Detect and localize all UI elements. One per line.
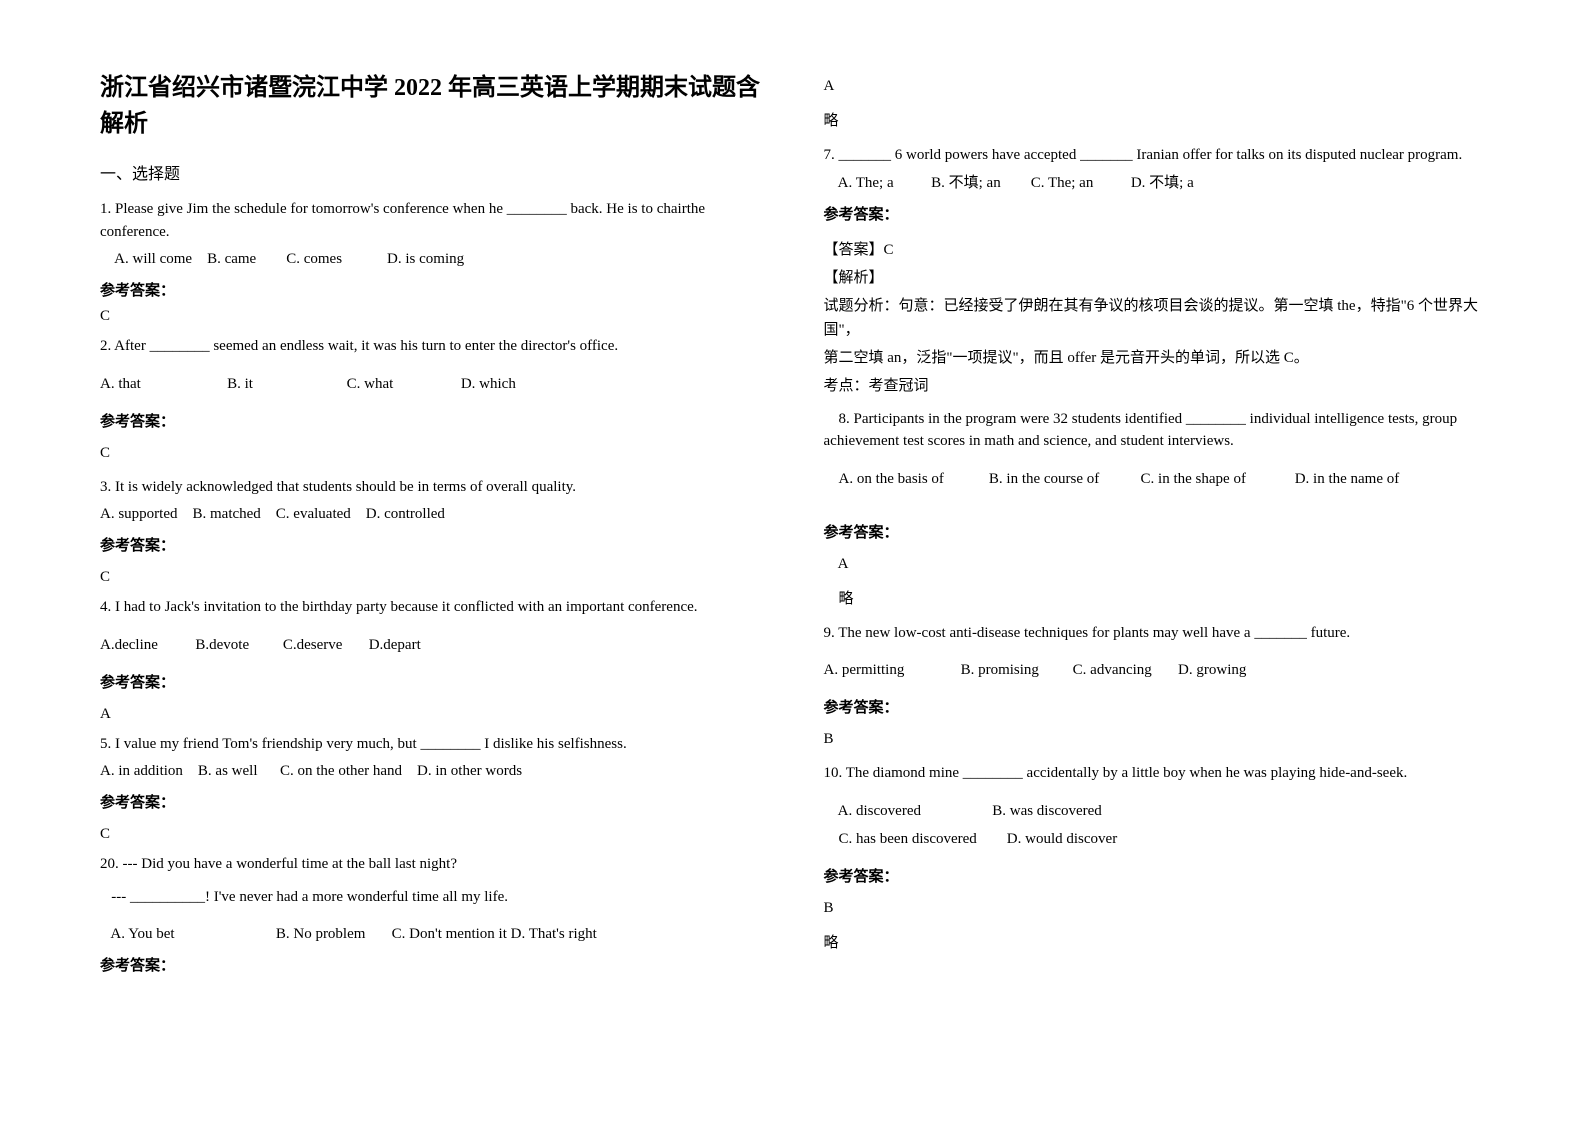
q3-options: A. supported B. matched C. evaluated D. …: [100, 502, 764, 526]
q6-options: A. You bet B. No problem C. Don't mentio…: [100, 922, 764, 946]
q9-answer-label: 参考答案：: [824, 696, 1488, 717]
q7-answer-label: 参考答案：: [824, 203, 1488, 224]
q2-options: A. that B. it C. what D. which: [100, 372, 764, 396]
q9-options: A. permitting B. promising C. advancing …: [824, 658, 1488, 682]
q9-text: 9. The new low-cost anti-disease techniq…: [824, 622, 1488, 645]
q5-options: A. in addition B. as well C. on the othe…: [100, 759, 764, 783]
q8-note: 略: [824, 587, 1488, 608]
q1-answer: C: [100, 308, 764, 325]
page-container: 浙江省绍兴市诸暨浣江中学 2022 年高三英语上学期期末试题含解析 一、选择题 …: [100, 70, 1487, 983]
q5-text: 5. I value my friend Tom's friendship ve…: [100, 733, 764, 756]
q8-text: 8. Participants in the program were 32 s…: [824, 408, 1488, 453]
document-title: 浙江省绍兴市诸暨浣江中学 2022 年高三英语上学期期末试题含解析: [100, 70, 764, 142]
q9-answer: B: [824, 731, 1488, 748]
q1-answer-label: 参考答案：: [100, 279, 764, 300]
q10-note: 略: [824, 931, 1488, 952]
q7-exp-tag: 【解析】: [824, 266, 1488, 290]
q2-answer-label: 参考答案：: [100, 410, 764, 431]
q7-text: 7. _______ 6 world powers have accepted …: [824, 144, 1488, 167]
right-column: A 略 7. _______ 6 world powers have accep…: [824, 70, 1488, 983]
q8-answer: A: [824, 556, 1488, 573]
q3-answer-label: 参考答案：: [100, 534, 764, 555]
q6-note: 略: [824, 109, 1488, 130]
q3-text: 3. It is widely acknowledged that studen…: [100, 476, 764, 499]
q7-exp1: 试题分析：句意：已经接受了伊朗在其有争议的核项目会谈的提议。第一空填 the，特…: [824, 294, 1488, 342]
q1-options: A. will come B. came C. comes D. is comi…: [100, 247, 764, 271]
q6-answer-label: 参考答案：: [100, 954, 764, 975]
q6-text2: --- __________! I've never had a more wo…: [100, 886, 764, 909]
q4-answer-label: 参考答案：: [100, 671, 764, 692]
left-column: 浙江省绍兴市诸暨浣江中学 2022 年高三英语上学期期末试题含解析 一、选择题 …: [100, 70, 764, 983]
q7-exp3: 考点：考查冠词: [824, 374, 1488, 398]
q10-text: 10. The diamond mine ________ accidental…: [824, 762, 1488, 785]
q5-answer-label: 参考答案：: [100, 791, 764, 812]
q10-answer: B: [824, 900, 1488, 917]
q8-options: A. on the basis of B. in the course of C…: [824, 467, 1488, 491]
q2-text: 2. After ________ seemed an endless wait…: [100, 335, 764, 358]
section-heading: 一、选择题: [100, 160, 764, 184]
q10-answer-label: 参考答案：: [824, 865, 1488, 886]
q5-answer: C: [100, 826, 764, 843]
q8-answer-label: 参考答案：: [824, 521, 1488, 542]
q7-options: A. The; a B. 不填; an C. The; an D. 不填; a: [824, 171, 1488, 195]
q3-answer: C: [100, 569, 764, 586]
q6-answer: A: [824, 78, 1488, 95]
q10-options1: A. discovered B. was discovered: [824, 799, 1488, 823]
q10-options2: C. has been discovered D. would discover: [824, 827, 1488, 851]
q4-options: A.decline B.devote C.deserve D.depart: [100, 633, 764, 657]
q7-exp2: 第二空填 an，泛指"一项提议"，而且 offer 是元音开头的单词，所以选 C…: [824, 346, 1488, 370]
q4-answer: A: [100, 706, 764, 723]
q2-answer: C: [100, 445, 764, 462]
q4-text: 4. I had to Jack's invitation to the bir…: [100, 596, 764, 619]
q7-ans-tag: 【答案】C: [824, 238, 1488, 262]
q6-text: 20. --- Did you have a wonderful time at…: [100, 853, 764, 876]
q1-text: 1. Please give Jim the schedule for tomo…: [100, 198, 764, 243]
